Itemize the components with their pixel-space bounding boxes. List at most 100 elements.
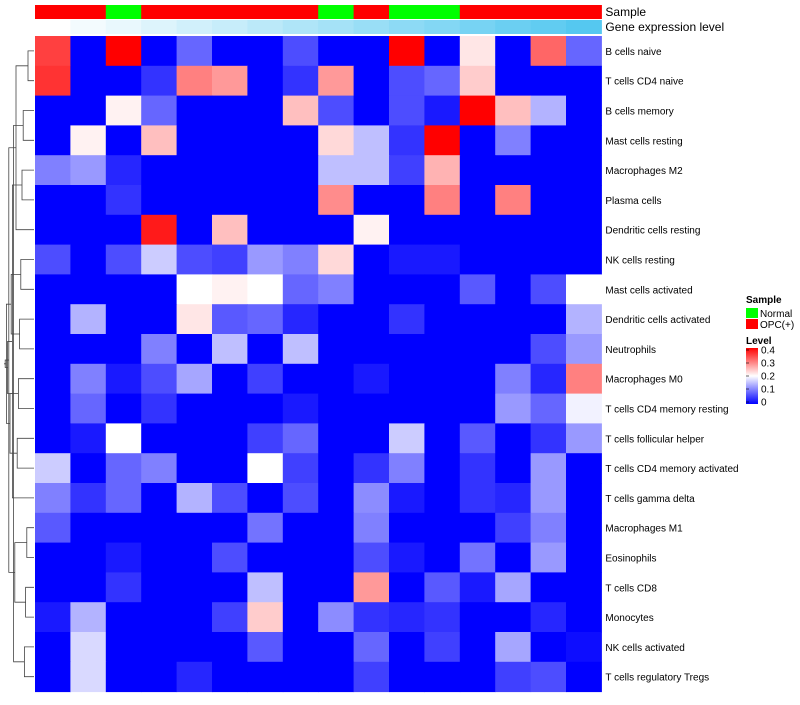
heatmap-cell bbox=[353, 185, 390, 216]
heatmap-cell bbox=[282, 453, 319, 484]
heatmap-cell bbox=[530, 95, 567, 126]
heatmap-cell bbox=[176, 274, 213, 305]
sample-annotation-cell bbox=[282, 5, 319, 19]
heatmap-cell bbox=[176, 483, 213, 514]
heatmap-cell bbox=[35, 65, 71, 97]
dendrogram-branch bbox=[21, 169, 34, 201]
heatmap-cell bbox=[530, 36, 567, 67]
heatmap-cell bbox=[70, 185, 107, 216]
heatmap-cell bbox=[459, 244, 496, 275]
dendrogram-branch bbox=[16, 437, 34, 469]
heatmap-cell bbox=[176, 572, 213, 603]
heatmap-cell bbox=[35, 274, 71, 305]
heatmap-cell bbox=[318, 423, 355, 454]
heatmap-cell bbox=[495, 483, 532, 514]
heatmap-cell bbox=[318, 661, 355, 693]
heatmap-cell bbox=[212, 602, 248, 633]
heatmap-cell bbox=[389, 65, 425, 97]
heatmap-cell bbox=[176, 185, 213, 216]
heatmap-cell bbox=[35, 244, 71, 275]
heatmap-cell bbox=[247, 125, 284, 156]
heatmap-cell bbox=[70, 334, 107, 365]
heatmap-cell bbox=[530, 512, 567, 544]
sample-annotation-cell bbox=[212, 5, 248, 19]
heatmap-cell bbox=[459, 512, 496, 544]
heatmap-cell bbox=[105, 632, 142, 663]
heatmap-cell bbox=[389, 274, 425, 305]
heatmap-cell bbox=[176, 542, 213, 573]
heatmap-cell bbox=[353, 155, 390, 186]
heatmap-cell bbox=[282, 363, 319, 395]
legend-level-title: Level bbox=[746, 336, 772, 347]
heatmap-cell bbox=[495, 512, 532, 544]
heatmap-cell bbox=[495, 632, 532, 663]
heatmap-cell bbox=[389, 542, 425, 573]
heatmap-cell bbox=[176, 214, 213, 246]
row-label: T cells regulatory Tregs bbox=[605, 673, 709, 684]
dendrogram-branch bbox=[15, 65, 34, 231]
heatmap-cell bbox=[141, 334, 178, 365]
heatmap-cell bbox=[424, 572, 461, 603]
heatmap-cell bbox=[247, 155, 284, 186]
legend-level-tick-label: 0.2 bbox=[761, 372, 775, 383]
heatmap-cell bbox=[495, 95, 532, 126]
heatmap-cell bbox=[353, 65, 390, 97]
heatmap-cell bbox=[212, 244, 248, 275]
heatmap-cell bbox=[318, 95, 355, 126]
heatmap-cell bbox=[141, 572, 178, 603]
sample-annotation-cell bbox=[105, 5, 142, 19]
row-label: Monocytes bbox=[605, 613, 653, 624]
heatmap-cell bbox=[318, 542, 355, 573]
heatmap-cell bbox=[70, 304, 107, 335]
heatmap-cell bbox=[530, 304, 567, 335]
heatmap-cell bbox=[459, 542, 496, 573]
heatmap-cell bbox=[389, 95, 425, 126]
row-labels: B cells naive T cells CD4 naive B cells me… bbox=[605, 47, 738, 684]
heatmap-cell bbox=[247, 453, 284, 484]
legend-label-normal: Normal bbox=[760, 309, 792, 320]
heatmap-cell bbox=[141, 95, 178, 126]
heatmap-cell bbox=[566, 483, 602, 514]
heatmap-cell bbox=[212, 36, 248, 67]
heatmap-cell bbox=[459, 632, 496, 663]
heatmap-cell bbox=[35, 602, 71, 633]
sample-annotation-cell bbox=[566, 5, 602, 19]
row-label: T cells CD4 memory resting bbox=[605, 405, 728, 416]
heatmap-cell bbox=[70, 125, 107, 156]
heatmap-cell bbox=[495, 572, 532, 603]
heatmap-cell bbox=[424, 36, 461, 67]
heatmap-cell bbox=[353, 36, 390, 67]
row-label: Mast cells resting bbox=[605, 136, 682, 147]
heatmap-cell bbox=[105, 65, 142, 97]
heatmap-cell bbox=[70, 483, 107, 514]
heatmap-cell bbox=[353, 602, 390, 633]
heatmap-cell bbox=[212, 661, 248, 693]
heatmap-cell bbox=[70, 453, 107, 484]
heatmap-cell bbox=[247, 244, 284, 275]
sample-annotation-cell bbox=[353, 5, 390, 19]
heatmap-cell bbox=[105, 572, 142, 603]
heatmap-cell bbox=[35, 304, 71, 335]
heatmap-cell bbox=[176, 423, 213, 454]
sample-annotation-cell bbox=[247, 5, 284, 19]
heatmap-cell bbox=[566, 155, 602, 186]
heatmap-cell bbox=[353, 244, 390, 275]
row-label: B cells naive bbox=[605, 47, 662, 58]
heatmap-cell bbox=[495, 36, 532, 67]
heatmap-cell bbox=[566, 274, 602, 305]
heatmap-cell bbox=[70, 274, 107, 305]
heatmap-cell bbox=[424, 214, 461, 246]
heatmap-cell bbox=[105, 393, 142, 424]
heatmap-cell bbox=[35, 632, 71, 663]
heatmap-cell bbox=[141, 661, 178, 693]
heatmap-cell bbox=[424, 483, 461, 514]
heatmap-cell bbox=[530, 274, 567, 305]
heatmap-cell bbox=[566, 453, 602, 484]
heatmap-cell bbox=[212, 423, 248, 454]
heatmap-cell bbox=[176, 453, 213, 484]
heatmap-cell bbox=[247, 423, 284, 454]
heatmap-cell bbox=[353, 632, 390, 663]
heatmap-cell bbox=[424, 602, 461, 633]
heatmap-cell bbox=[530, 483, 567, 514]
